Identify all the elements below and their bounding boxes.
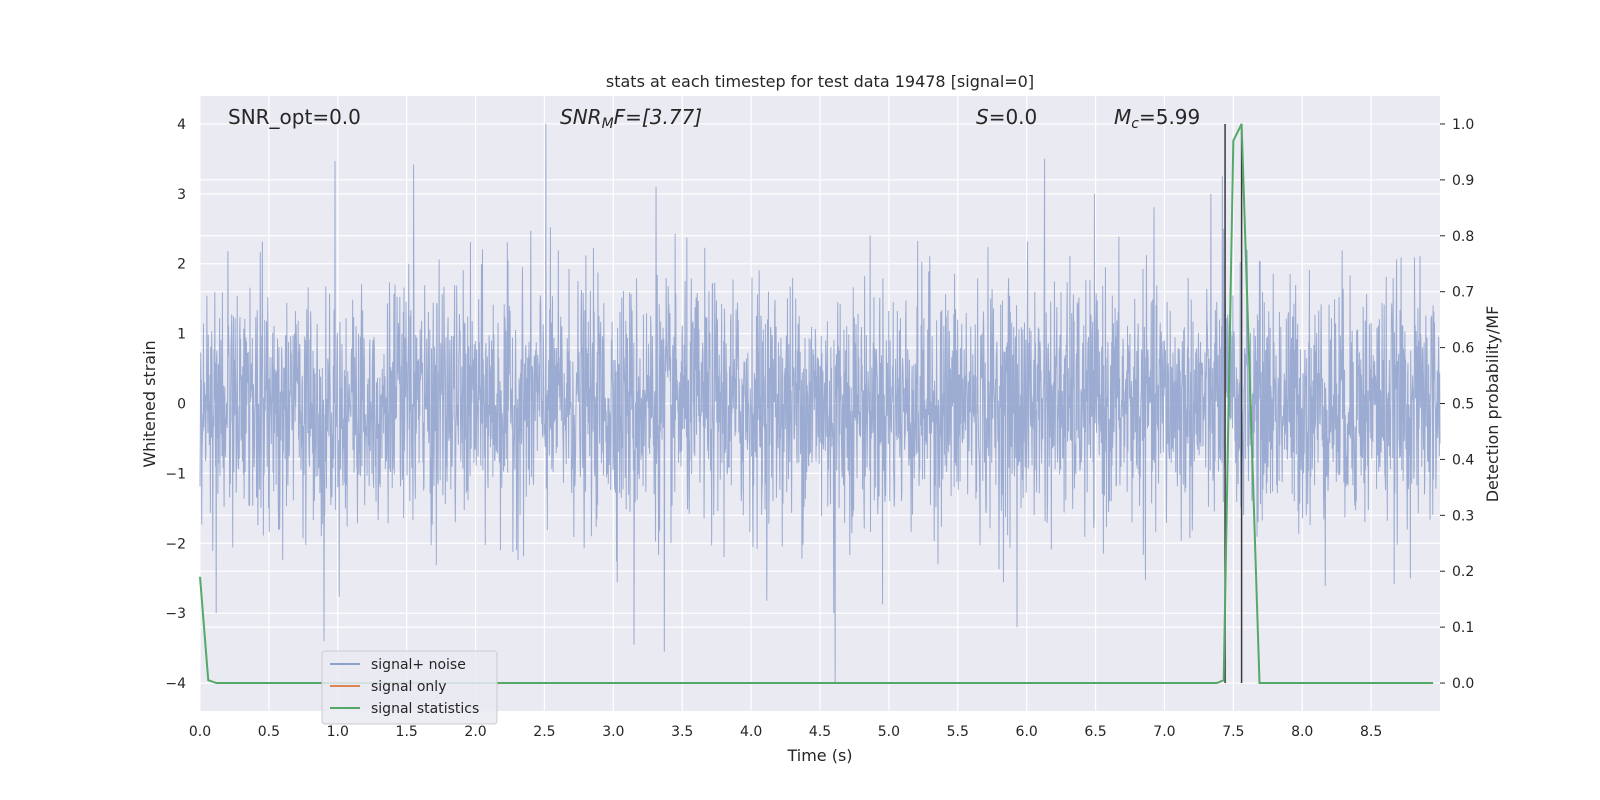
x-tick-label: 5.0 (878, 724, 900, 740)
legend-box (321, 650, 498, 725)
series-signal-statistics (199, 123, 1434, 685)
x-tick-label: 4.0 (740, 724, 762, 740)
y-right-tick-label: 0.3 (1452, 508, 1474, 524)
legend-label-statistics: signal statistics (371, 701, 479, 717)
x-tick-label: 8.0 (1291, 724, 1313, 740)
x-tick-label: 0.0 (189, 724, 211, 740)
x-axis-label: Time (s) (786, 746, 852, 765)
y-right-tick-label: 0.8 (1452, 229, 1474, 245)
statistics-series (199, 123, 1434, 685)
legend: signal+ noise signal only signal statist… (321, 650, 498, 725)
x-tick-label: 1.0 (327, 724, 349, 740)
y-tick-label: −3 (165, 606, 186, 622)
x-tick-label: 8.5 (1360, 724, 1382, 740)
y-right-tick-label: 0.4 (1452, 452, 1474, 468)
y-right-tick-label: 1.0 (1452, 117, 1474, 133)
x-tick-label: 6.5 (1084, 724, 1106, 740)
y-ticks: 4 3 2 1 0 −1 −2 −3 −4 (165, 117, 186, 692)
x-tick-label: 2.5 (533, 724, 555, 740)
y-right-tick-label: 0.7 (1452, 285, 1474, 301)
y-right-tick-label: 0.6 (1452, 341, 1474, 357)
y-tick-label: 1 (177, 327, 186, 343)
legend-label-signal-only: signal only (371, 679, 446, 695)
annotation-s-stat: S=0.0 (976, 105, 1037, 129)
x-tick-label: 3.5 (671, 724, 693, 740)
y-tick-label: 0 (177, 397, 186, 413)
annotation-snr-opt: SNR_opt=0.0 (228, 105, 361, 129)
noise-series (199, 123, 1441, 684)
chart-title: stats at each timestep for test data 194… (606, 72, 1034, 91)
x-ticks: 0.0 0.5 1.0 1.5 2.0 2.5 3.0 3.5 4.0 4.5 5.0 5.5 6.0 6… (189, 724, 1382, 740)
y-tick-label: −4 (165, 676, 186, 692)
x-tick-label: 7.5 (1222, 724, 1244, 740)
x-tick-label: 7.0 (1153, 724, 1175, 740)
y-right-tick-label: 0.2 (1452, 564, 1474, 580)
x-tick-label: 3.0 (602, 724, 624, 740)
annotation-mc: Mc=5.99 (1114, 105, 1200, 132)
x-tick-label: 2.0 (464, 724, 486, 740)
x-tick-label: 0.5 (258, 724, 280, 740)
y-axis-label: Whitened strain (140, 340, 159, 467)
x-tick-label: 4.5 (809, 724, 831, 740)
x-tick-label: 1.5 (396, 724, 418, 740)
legend-label-noise: signal+ noise (371, 657, 466, 673)
y-tick-label: −1 (165, 466, 186, 482)
y-right-ticks: 1.0 0.9 0.8 0.7 0.6 0.5 0.4 0.3 0.2 0.1 0.0 (1440, 117, 1474, 692)
x-tick-label: 6.0 (1016, 724, 1038, 740)
y-right-tick-label: 0.1 (1452, 620, 1474, 636)
y-right-tick-label: 0.0 (1452, 676, 1474, 692)
y-tick-label: 4 (177, 117, 186, 133)
y-tick-label: −2 (165, 536, 186, 552)
series-signal-noise (199, 123, 1441, 684)
y-tick-label: 3 (177, 187, 186, 203)
x-tick-label: 5.5 (947, 724, 969, 740)
y-right-tick-label: 0.9 (1452, 173, 1474, 189)
y-tick-label: 2 (177, 257, 186, 273)
y-right-tick-label: 0.5 (1452, 397, 1474, 413)
y-right-axis-label: Detection probability/MF (1483, 306, 1502, 503)
annotation-snr-mf: SNRMF=[3.77] (560, 105, 702, 132)
